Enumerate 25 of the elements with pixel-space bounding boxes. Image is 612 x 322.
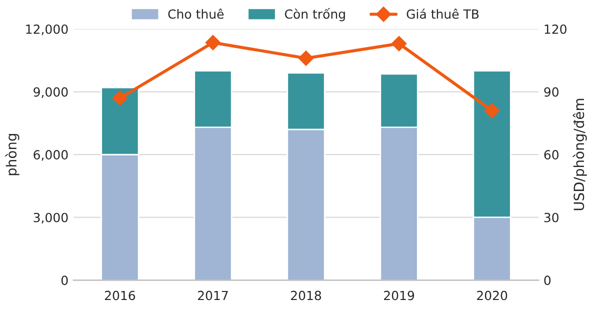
y-tick-label: 0 [61,276,68,286]
point [298,50,314,66]
y-axis-title: phòng [5,134,20,176]
y-tick-label: 3,000 [34,212,68,224]
point [484,103,500,118]
x-tick-label: 2017 [198,290,228,300]
legend-label: Còn trống [284,8,345,22]
y2-tick-label: 90 [544,87,558,97]
legend-label: Cho thuê [168,8,224,19]
legend-label: Giá thuê TB [406,8,479,19]
point [205,35,221,50]
y2-tick-label: 120 [544,24,566,34]
x-tick-label: 2016 [104,290,136,300]
y2-tick-label: 0 [544,276,551,286]
y2-axis-title: USD/phòng/đêm [572,98,587,210]
y-tick-label: 6,000 [34,150,68,161]
y-tick-label: 9,000 [34,87,68,98]
point [391,36,407,52]
point [112,90,128,106]
y-tick-label: 12,000 [26,24,68,36]
x-tick-label: 2019 [384,290,414,300]
y2-tick-label: 60 [544,150,558,160]
y2-tick-label: 30 [544,212,558,222]
x-tick-label: 2018 [291,290,322,300]
x-tick-label: 2020 [477,290,508,300]
